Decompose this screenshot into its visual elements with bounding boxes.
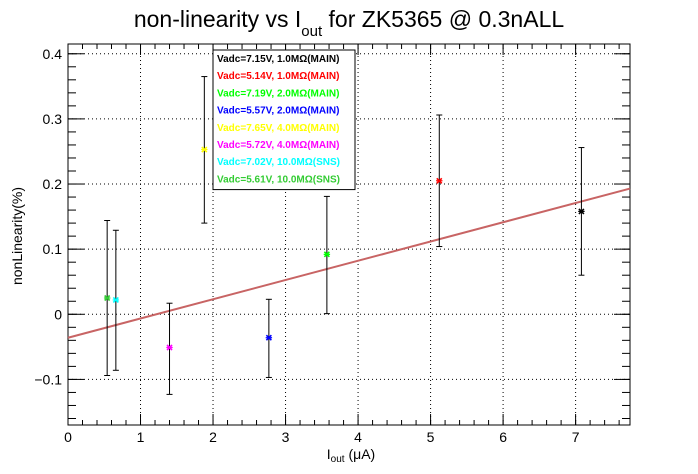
y-tick-label: 0.1 [43, 241, 63, 257]
title-suffix: for ZK5365 @ 0.3nALL [322, 6, 564, 32]
legend-entry: Vadc=7.15V, 1.0MΩ(MAIN) [217, 54, 339, 65]
x-tick-label: 6 [499, 429, 507, 445]
y-tick-label: 0.2 [43, 176, 63, 192]
ticks: 0 1 2 3 4 5 6 7 −0.1 0 0.1 0.2 0.3 0.4 [34, 44, 630, 445]
data-points [103, 76, 585, 395]
legend: Vadc=7.15V, 1.0MΩ(MAIN) Vadc=5.14V, 1.0MΩ… [212, 49, 356, 191]
x-axis-label: Iout (μA) [327, 446, 375, 465]
legend-entry: Vadc=7.19V, 2.0MΩ(MAIN) [217, 88, 339, 99]
x-tick-label: 4 [354, 429, 362, 445]
legend-entry: Vadc=5.14V, 1.0MΩ(MAIN) [217, 71, 339, 82]
plot-area-border [67, 43, 631, 426]
data-point [323, 195, 331, 315]
x-tick-label: 7 [572, 429, 580, 445]
fit-line-group [67, 187, 631, 339]
x-axis-label-main: I [327, 446, 331, 462]
data-point [436, 114, 443, 248]
fit-line [67, 187, 631, 339]
x-axis-label-sub: out [331, 454, 345, 465]
data-point [166, 302, 173, 395]
legend-entry: Vadc=7.65V, 4.0MΩ(MAIN) [217, 123, 339, 134]
legend-entry: Vadc=5.72V, 4.0MΩ(MAIN) [217, 140, 339, 151]
x-tick-label: 3 [282, 429, 290, 445]
data-point [112, 229, 120, 371]
y-tick-label: 0.3 [43, 111, 63, 127]
x-axis-label-unit: (μA) [345, 446, 376, 462]
x-tick-label: 5 [427, 429, 435, 445]
legend-entry: Vadc=7.02V, 10.0MΩ(SNS) [217, 157, 340, 168]
plot-frame [67, 43, 631, 426]
data-point [578, 147, 585, 276]
y-tick-label: 0.4 [43, 46, 63, 62]
x-tick-label: 2 [209, 429, 217, 445]
y-tick-label: 0 [54, 306, 62, 322]
data-point [201, 76, 208, 224]
x-tick-label: 1 [137, 429, 145, 445]
legend-entry: Vadc=5.61V, 10.0MΩ(SNS) [217, 174, 340, 185]
data-point [265, 298, 273, 378]
y-tick-label: −0.1 [34, 371, 62, 387]
title-subscript: out [301, 23, 323, 40]
data-point [103, 219, 111, 377]
chart-title: non-linearity vs Iout for ZK5365 @ 0.3nA… [134, 6, 565, 40]
legend-box [212, 49, 356, 191]
legend-entry: Vadc=5.57V, 2.0MΩ(MAIN) [217, 106, 339, 117]
title-prefix: non-linearity vs I [134, 6, 301, 32]
y-axis-label: nonLinearity(%) [9, 187, 25, 285]
x-tick-label: 0 [64, 429, 72, 445]
